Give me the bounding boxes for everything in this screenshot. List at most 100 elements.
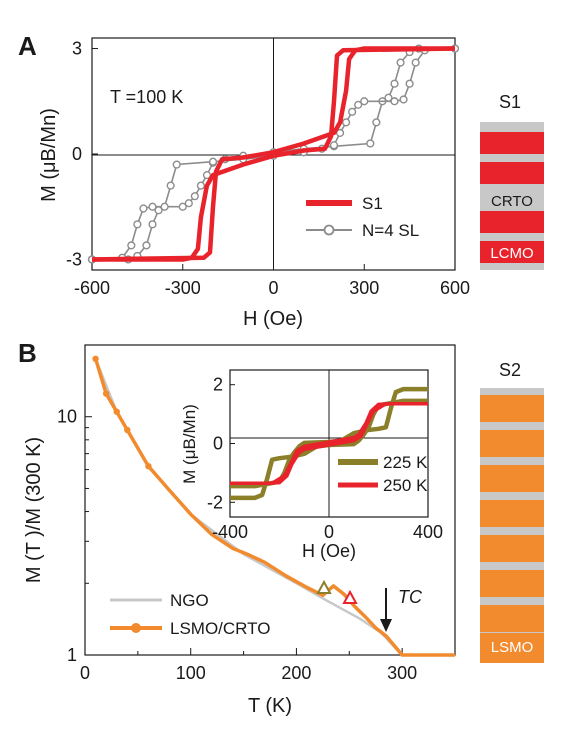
x-tick-label: 400 [413,522,443,542]
series-n4-sl-point [133,220,142,229]
x-tick-label: 0 [324,522,334,542]
series-n4-sl-point [196,181,206,190]
series-n4-sl-point [148,202,157,211]
x-tick-label: 200 [281,663,311,683]
series-250k-line [230,402,428,485]
stack-s2-title: S2 [499,360,521,380]
legend-n4-label: N=4 SL [362,221,419,240]
stack-s2-lsmo-layer [480,535,544,562]
inset-ticks: -400 0 400 2 0 -2 [207,375,443,542]
stack-s1-crto-label: CRTO [491,193,533,210]
series-lsmo-crto-point [124,426,131,434]
y-tick-label: 0 [72,144,82,164]
series-lsmo-crto-line [93,358,455,657]
series-n4-sl-point [335,128,345,138]
series-n4-sl-point [390,97,399,106]
stack-s1-lcmo-layer [480,132,544,154]
y-tick-label: 10 [57,407,77,427]
x-tick-label: 100 [176,663,206,683]
panel-b-legend: NGO LSMO/CRTO [110,591,270,638]
x-tick-label: 0 [80,663,90,683]
series-n4-sl-point [348,107,357,116]
series-lsmo-crto-point [92,355,99,363]
panel-b-ylabel: M (T )/M (300 K) [23,437,45,583]
series-n4-sl-point [372,118,381,127]
series-lsmo-crto-point [113,408,120,415]
series-n4-sl-point [190,192,199,201]
panel-a-ylabel: M (μB/Mn) [38,108,60,202]
tc-arrow-head [380,619,392,632]
series-n4-sl-point [178,202,187,211]
stack-s2-lsmo-layer [480,605,544,632]
panel-b-ticks: 0 100 200 300 10 1 [57,344,456,683]
legend-225k-label: 225 K [383,453,428,472]
series-n4-sl-point [160,202,169,211]
series-n4-sl-point [208,157,218,166]
series-n4-sl-point [411,58,420,67]
stack-s1-lcmo-layer [480,211,544,233]
series-n4-sl-point [142,241,151,250]
series-n4-sl-point [354,100,363,109]
legend-250k-label: 250 K [383,476,428,495]
series-250k-line [230,402,428,485]
series-n4-sl-point [329,141,339,150]
legend-lsmo-label: LSMO/CRTO [170,619,270,638]
stack-s2-lsmo-label: LSMO [491,639,534,656]
series-n4-sl-point [166,181,175,190]
series-n4-sl-point [139,204,148,213]
stack-s2 [480,388,544,663]
series-n4-sl-point [148,220,157,229]
panel-b-plot [92,355,455,657]
x-tick-label: 300 [387,663,417,683]
series-n4-sl-point [127,241,136,250]
x-tick-label: -400 [212,522,248,542]
y-tick-label: 2 [213,375,223,395]
panel-b-xlabel: T (K) [248,695,292,717]
triangle-250k-marker [342,589,358,604]
x-tick-label: -300 [165,278,201,298]
panel-a-plot [87,44,460,264]
series-n4-sl-point [366,139,375,148]
stack-s2-lsmo-layer [480,570,544,597]
series-n4-sl-point [399,95,408,104]
panel-a-legend: S1 N=4 SL [306,194,419,240]
inset-xlabel: H (Oe) [302,541,356,561]
stack-s1-lcmo-label: LCMO [490,245,533,262]
panel-a-ticks: -600 -300 0 300 600 -3 0 3 [66,39,470,298]
y-tick-label: -3 [66,249,82,269]
stack-s2-lsmo-layer [480,633,544,663]
series-n4-sl-point [360,97,369,106]
series-lsmo-crto-point [145,462,152,470]
y-tick-label: -2 [207,492,223,512]
series-n4-sl-point [154,206,163,215]
stack-s1-lcmo-layer [480,162,544,184]
stack-s2-lsmo-layer [480,465,544,492]
stack-s1: CRTO LCMO [480,122,544,270]
series-n4-sl-point [396,58,405,67]
series-s1-line [91,46,455,262]
panel-b-frame [84,344,456,656]
y-tick-label: 3 [72,39,82,59]
legend-n4-marker [323,224,335,236]
x-tick-label: -600 [74,278,110,298]
series-n4-sl-point [390,79,399,88]
series-lsmo-crto-point [102,390,110,397]
series-n4-sl-point [202,170,212,180]
stack-s1-title: S1 [499,92,521,112]
series-n4-sl-point [342,118,351,127]
x-tick-label: 0 [268,278,278,298]
series-n4-sl-point [405,79,414,88]
series-s1-line [92,46,456,262]
stack-s2-lsmo-layer [480,395,544,422]
legend-ngo-label: NGO [170,591,209,610]
stack-s2-lsmo-layer [480,500,544,527]
y-tick-label: 1 [67,645,77,665]
x-tick-label: 300 [349,278,379,298]
panel-b-letter: B [18,338,37,368]
stack-s2-lsmo-layer [480,430,544,457]
tc-label: TC [398,587,423,607]
legend-lsmo-marker [131,623,141,633]
panel-a-annotation: T =100 K [110,87,183,107]
x-tick-label: 600 [440,278,470,298]
